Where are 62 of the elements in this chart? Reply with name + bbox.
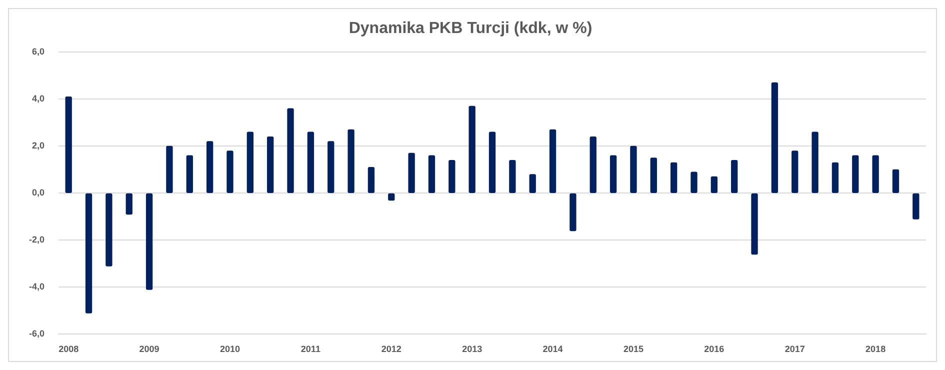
bar xyxy=(630,146,637,194)
bar xyxy=(610,155,617,194)
bar xyxy=(246,132,254,194)
bar xyxy=(408,152,415,194)
bar xyxy=(529,174,536,194)
y-tick-label: -4,0 xyxy=(28,282,45,292)
bar xyxy=(549,129,556,194)
bar xyxy=(832,162,839,194)
bar xyxy=(751,193,758,255)
x-tick-label: 2011 xyxy=(300,344,320,354)
bar xyxy=(892,169,900,194)
bar xyxy=(852,155,859,194)
y-tick-label: 0,0 xyxy=(32,188,45,198)
bar xyxy=(428,155,436,194)
y-tick-label: 4,0 xyxy=(32,94,45,104)
bar xyxy=(65,96,72,194)
bar xyxy=(226,150,234,194)
x-tick-label: 2012 xyxy=(381,344,402,354)
bar xyxy=(307,132,314,194)
y-tick-label: 6,0 xyxy=(32,46,45,57)
bar xyxy=(650,158,657,194)
bar xyxy=(509,160,516,194)
bar xyxy=(106,193,112,266)
bar xyxy=(488,132,496,194)
bar xyxy=(771,82,778,194)
bar xyxy=(85,193,92,314)
bar xyxy=(710,176,718,194)
bar xyxy=(590,136,596,194)
x-tick-label: 2015 xyxy=(623,344,644,354)
bar xyxy=(186,155,193,194)
chart-title: Dynamika PKB Turcji (kdk, w %) xyxy=(348,20,592,38)
bar xyxy=(267,136,274,194)
bar xyxy=(690,172,698,194)
x-tick-label: 2009 xyxy=(139,344,160,354)
x-tick-label: 2016 xyxy=(704,344,724,354)
bar xyxy=(287,108,294,194)
y-tick-label: 2,0 xyxy=(32,140,45,151)
x-tick-label: 2018 xyxy=(866,344,886,354)
y-tick-label: -2,0 xyxy=(28,234,45,245)
bar xyxy=(570,193,576,232)
bar xyxy=(792,150,798,194)
x-tick-label: 2017 xyxy=(784,344,805,354)
x-tick-label: 2014 xyxy=(542,344,563,354)
y-tick-label: -6,0 xyxy=(28,328,45,339)
bar xyxy=(912,193,920,220)
bar xyxy=(368,167,375,194)
bar xyxy=(146,193,153,290)
x-tick-label: 2008 xyxy=(58,344,79,354)
bar xyxy=(812,132,818,194)
bar xyxy=(468,106,476,194)
bar xyxy=(872,155,879,194)
bar xyxy=(670,162,678,194)
bar xyxy=(126,193,132,215)
x-tick-label: 2010 xyxy=(220,344,240,354)
bar xyxy=(388,193,395,201)
bar xyxy=(206,141,214,194)
bar xyxy=(448,160,456,194)
bar xyxy=(166,146,173,194)
x-tick-label: 2013 xyxy=(462,344,482,354)
bar xyxy=(348,129,354,194)
bar xyxy=(328,141,334,194)
bar xyxy=(731,160,738,194)
